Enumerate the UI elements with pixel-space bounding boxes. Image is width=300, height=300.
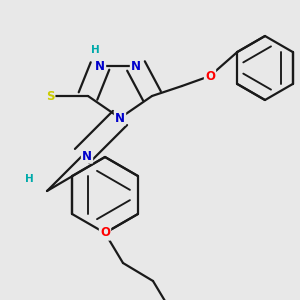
Text: S: S bbox=[46, 89, 54, 103]
Text: N: N bbox=[115, 112, 125, 124]
Text: H: H bbox=[91, 45, 99, 55]
Text: N: N bbox=[95, 59, 105, 73]
Text: N: N bbox=[82, 149, 92, 163]
Text: N: N bbox=[131, 59, 141, 73]
Text: O: O bbox=[205, 70, 215, 83]
Text: H: H bbox=[25, 174, 33, 184]
Text: O: O bbox=[100, 226, 110, 239]
